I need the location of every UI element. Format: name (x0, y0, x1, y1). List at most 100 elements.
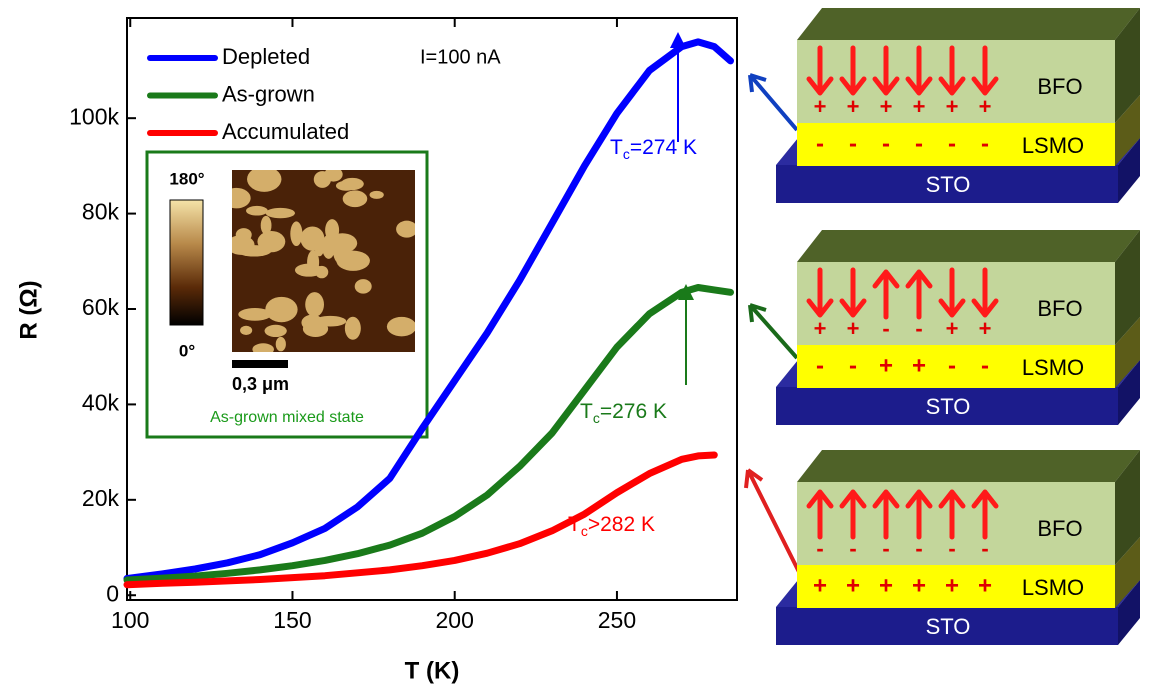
lsmo-sign: + (846, 572, 860, 599)
tc-subscript: c (623, 146, 630, 162)
x-axis-title: T (K) (405, 657, 460, 684)
afm-domain (305, 292, 324, 317)
bfo-sign: + (946, 94, 959, 119)
tc-label: Tc=274 K (610, 136, 697, 162)
bfo-sign: - (981, 536, 988, 561)
polarization-arrow (806, 267, 834, 318)
polarization-arrow (806, 489, 834, 540)
scale-bar (232, 360, 288, 368)
bfo-top (797, 8, 1140, 40)
polarization-arrow (905, 45, 933, 96)
bfo-sign: + (814, 94, 827, 119)
lsmo-label: LSMO (1022, 133, 1084, 158)
afm-domain (238, 307, 272, 321)
polarization-arrow (839, 45, 867, 96)
legend-label: Accumulated (222, 119, 349, 144)
y-axis-title: R (Ω) (15, 280, 42, 339)
bfo-side (1115, 230, 1140, 345)
bfo-sign: + (814, 316, 827, 341)
polarization-arrow (971, 267, 999, 318)
afm-domain (264, 324, 287, 338)
afm-domain (313, 171, 332, 188)
afm-domain (335, 180, 357, 191)
lsmo-sign: - (816, 130, 824, 157)
polarization-arrow (872, 269, 900, 320)
lsmo-side (1115, 95, 1140, 166)
bfo-label: BFO (1037, 296, 1082, 321)
polarization-arrow (938, 45, 966, 96)
x-tick-label: 250 (598, 607, 636, 633)
lsmo-side (1115, 537, 1140, 608)
inset-caption: As-grown mixed state (210, 409, 364, 426)
bfo-sign: + (913, 94, 926, 119)
afm-domain (235, 228, 252, 242)
bfo-sign: - (915, 316, 922, 341)
bfo-side (1115, 450, 1140, 565)
lsmo-front (797, 345, 1115, 388)
sto-side (1118, 360, 1140, 425)
lsmo-sign: - (816, 352, 824, 379)
lsmo-sign: + (879, 572, 893, 599)
bfo-sign: - (816, 536, 823, 561)
tc-main: T (568, 513, 581, 536)
current-annotation: I=100 nA (420, 46, 501, 68)
bfo-sign: + (979, 316, 992, 341)
tc-label: Tc=276 K (580, 400, 667, 426)
pointer-arrows (744, 73, 810, 591)
afm-domain (290, 221, 303, 247)
polarization-arrow (872, 45, 900, 96)
polarization-arrow (938, 489, 966, 540)
afm-domain (322, 234, 336, 259)
afm-domain (246, 205, 268, 216)
bfo-side (1115, 8, 1140, 123)
lsmo-sign: - (849, 352, 857, 379)
sto-side (1118, 580, 1140, 645)
polarization-arrow (938, 267, 966, 318)
series-line (123, 38, 734, 582)
tc-suffix: =274 K (630, 136, 697, 159)
lsmo-label: LSMO (1022, 355, 1084, 380)
lsmo-label: LSMO (1022, 575, 1084, 600)
sto-label: STO (926, 394, 971, 419)
polarization-arrow (905, 489, 933, 540)
bfo-sign: - (882, 316, 889, 341)
legend-label: Depleted (222, 44, 310, 69)
bfo-top (797, 230, 1140, 262)
y-tick-label: 60k (82, 294, 120, 320)
afm-domain (294, 263, 323, 277)
polarization-arrow (806, 45, 834, 96)
lsmo-sign: + (978, 572, 992, 599)
bfo-sign: - (882, 536, 889, 561)
polarization-arrow (839, 267, 867, 318)
bfo-top (797, 450, 1140, 482)
afm-domain (396, 220, 415, 238)
polarization-arrow (971, 489, 999, 540)
lsmo-side (1115, 317, 1140, 388)
afm-domain (342, 190, 368, 208)
color-bar-bottom: 0° (179, 341, 195, 360)
lsmo-sign: - (981, 352, 989, 379)
sto-label: STO (926, 172, 971, 197)
tc-main: T (580, 400, 593, 423)
color-bar (169, 199, 204, 326)
afm-domain (369, 190, 384, 199)
polarization-arrow (905, 269, 933, 320)
afm-domain (232, 235, 255, 255)
afm-domain (265, 296, 298, 323)
lsmo-front (797, 123, 1115, 166)
bfo-sign: + (880, 94, 893, 119)
bfo-sign: - (948, 536, 955, 561)
tc-subscript: c (593, 410, 600, 426)
afm-domain (314, 315, 347, 327)
y-tick-label: 80k (82, 199, 120, 225)
afm-domain (300, 226, 325, 251)
lsmo-front (797, 565, 1115, 608)
legend-label: As-grown (222, 81, 315, 106)
bfo-sign: - (915, 536, 922, 561)
afm-domain (257, 230, 286, 253)
bfo-front (797, 262, 1115, 345)
series-line (123, 451, 718, 589)
polarization-arrow (971, 45, 999, 96)
